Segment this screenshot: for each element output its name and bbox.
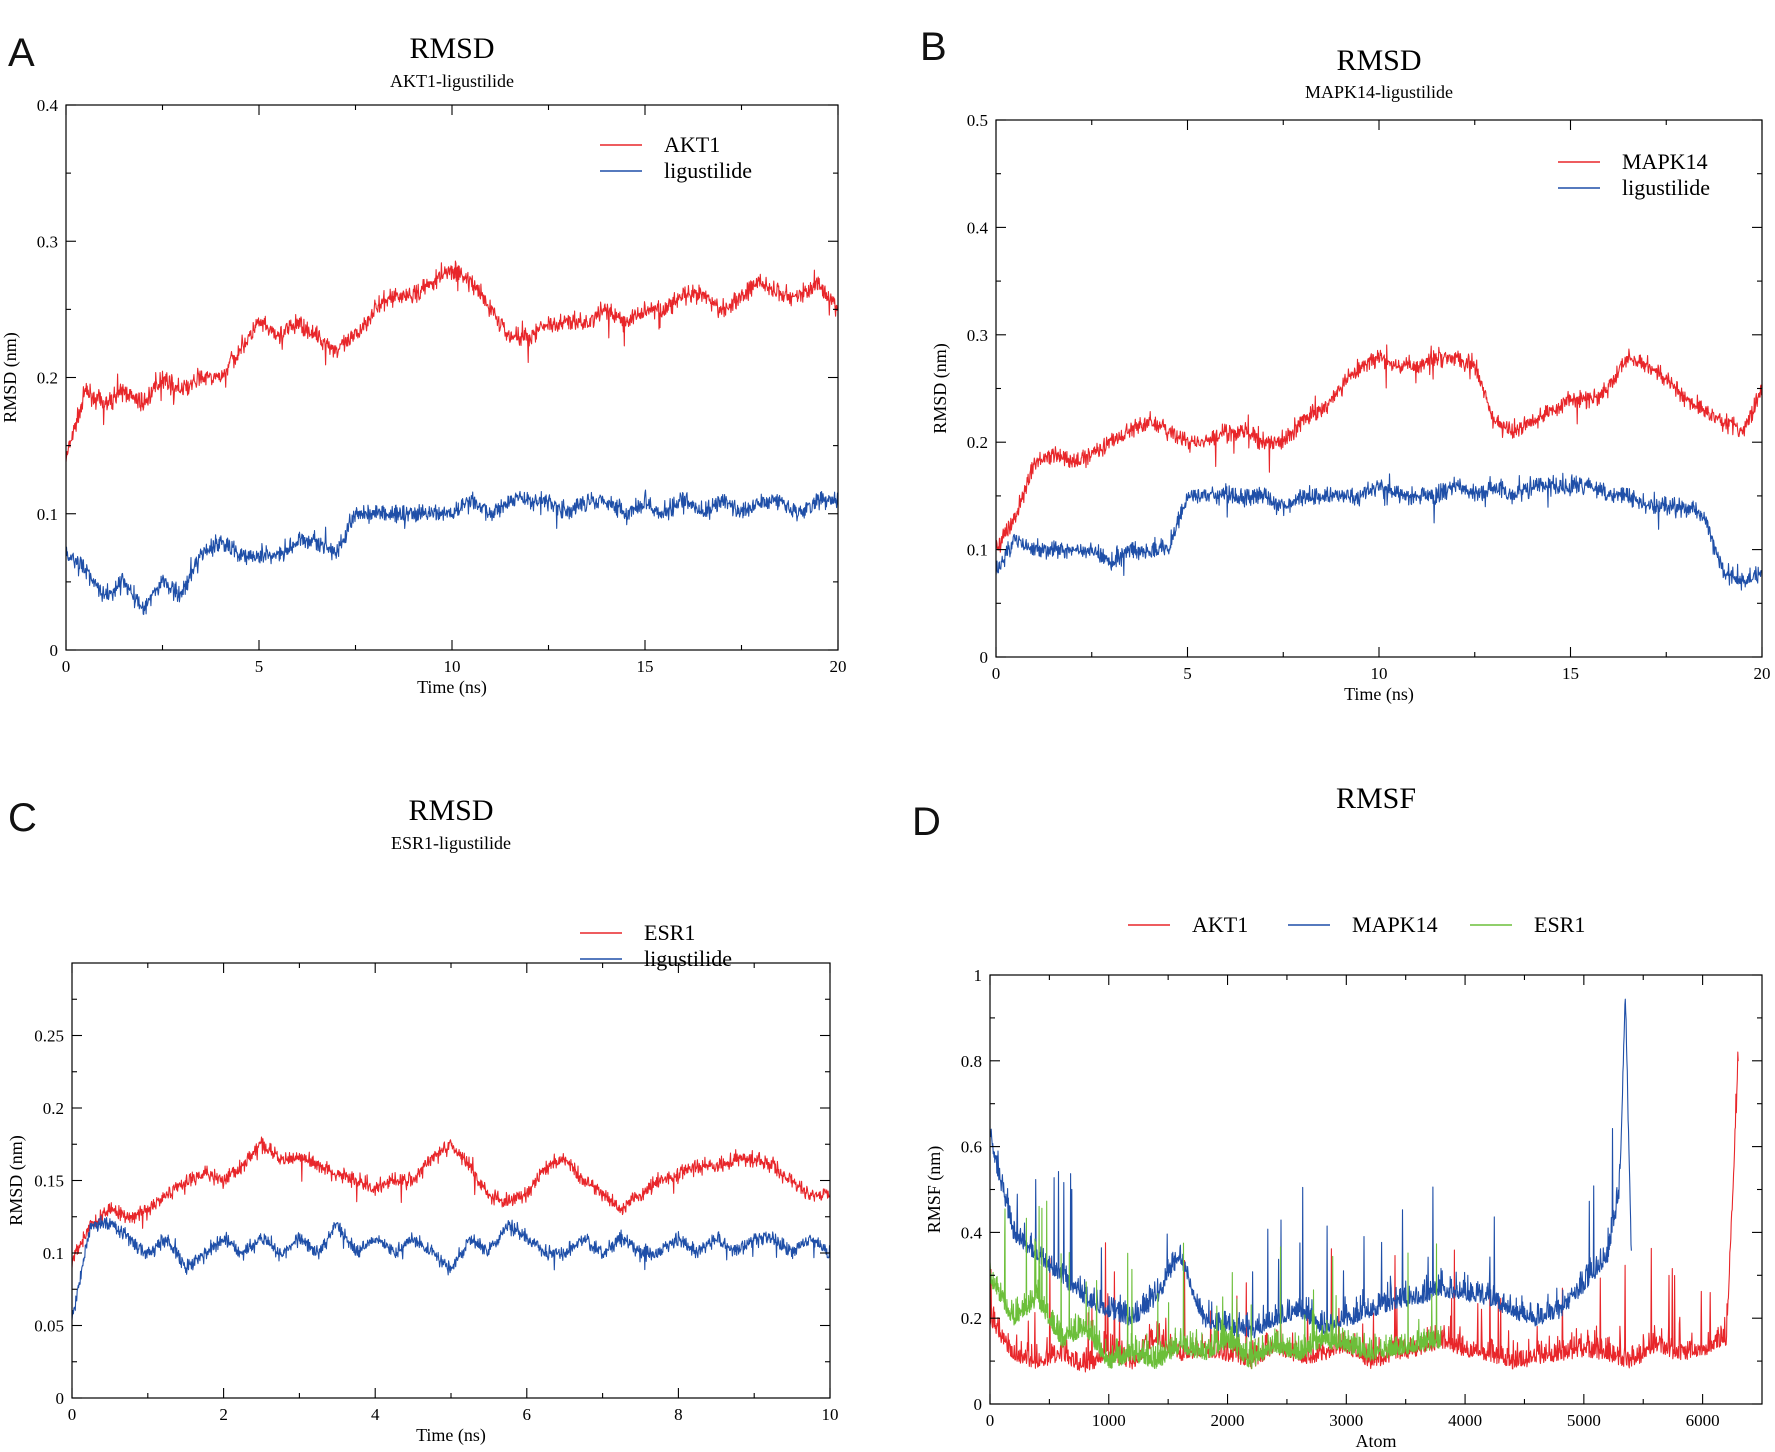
x-tick-label: 6000 — [1686, 1411, 1720, 1430]
x-tick-label: 5000 — [1567, 1411, 1601, 1430]
y-tick-label: 0.15 — [34, 1172, 64, 1191]
panel-letter: D — [912, 800, 941, 844]
x-tick-label: 0 — [62, 657, 71, 676]
x-tick-label: 0 — [68, 1405, 77, 1424]
y-tick-label: 0.1 — [967, 541, 988, 560]
y-tick-label: 0.3 — [967, 326, 988, 345]
legend-label: ESR1 — [644, 920, 695, 945]
plot-area — [996, 344, 1762, 591]
y-tick-label: 0.2 — [37, 369, 58, 388]
legend-label: ESR1 — [1534, 912, 1585, 937]
x-tick-label: 15 — [1562, 664, 1579, 683]
y-tick-label: 0.4 — [37, 96, 59, 115]
plot-frame — [995, 119, 1763, 658]
x-tick-label: 20 — [830, 657, 847, 676]
y-tick-label: 0.2 — [967, 433, 988, 452]
x-tick-label: 4 — [371, 1405, 380, 1424]
x-tick-label: 10 — [444, 657, 461, 676]
y-tick-label: 0.6 — [961, 1138, 982, 1157]
chart-title: RMSF — [1336, 782, 1416, 815]
y-tick-label: 0.2 — [961, 1309, 982, 1328]
chart-title: RMSD — [1336, 44, 1421, 77]
x-axis-label: Time (ns) — [416, 1425, 486, 1446]
chart-title: RMSD — [408, 794, 493, 827]
x-tick-label: 6 — [523, 1405, 532, 1424]
y-tick-label: 0.4 — [961, 1223, 983, 1242]
x-tick-label: 10 — [822, 1405, 839, 1424]
y-tick-label: 0.2 — [43, 1099, 64, 1118]
x-tick-label: 5 — [255, 657, 264, 676]
y-tick-label: 0.8 — [961, 1052, 982, 1071]
panel-d: D RMSF 0 1000 2000 3000 4000 5000 6000 0 0.2 0.4 0.6… — [912, 782, 1763, 1451]
x-axis-label: Time (ns) — [417, 677, 487, 698]
y-tick-label: 0.05 — [34, 1317, 64, 1336]
y-axis-label: RMSD (nm) — [930, 343, 951, 434]
legend-label: MAPK14 — [1352, 912, 1438, 937]
x-tick-label: 10 — [1371, 664, 1388, 683]
series-line-ligustilide — [72, 1215, 830, 1320]
y-tick-label: 0.25 — [34, 1027, 64, 1046]
legend-label: AKT1 — [664, 132, 720, 157]
legend-label: ligustilide — [644, 946, 732, 971]
y-tick-label: 0 — [50, 641, 59, 660]
y-tick-label: 0.4 — [967, 218, 989, 237]
series-line-esr1 — [72, 1136, 830, 1268]
x-tick-label: 0 — [986, 1411, 995, 1430]
x-tick-label: 0 — [992, 664, 1001, 683]
plot-area — [66, 260, 838, 616]
chart-subtitle: AKT1-ligustilide — [390, 71, 514, 91]
chart-subtitle: MAPK14-ligustilide — [1305, 82, 1453, 102]
legend: AKT1 MAPK14 ESR1 — [1128, 912, 1585, 937]
plot-area — [72, 1136, 830, 1320]
x-tick-label: 2 — [219, 1405, 228, 1424]
x-tick-label: 8 — [674, 1405, 683, 1424]
panel-letter: B — [920, 25, 947, 69]
x-tick-label: 5 — [1183, 664, 1192, 683]
series-line-esr1 — [990, 1200, 1442, 1370]
plot-frame — [65, 104, 839, 651]
series-line-akt1 — [990, 1051, 1739, 1373]
panel-c: C RMSD ESR1-ligustilide 0 2 4 6 8 10 0 0.05 0.1 0.15… — [6, 794, 839, 1446]
panel-b: B RMSD MAPK14-ligustilide 0 5 10 15 20 0 0.1 0.2 0.… — [920, 25, 1771, 705]
x-tick-label: 2000 — [1211, 1411, 1245, 1430]
legend-label: AKT1 — [1192, 912, 1248, 937]
y-tick-label: 0 — [980, 648, 989, 667]
y-axis-label: RMSF (nm) — [924, 1146, 945, 1234]
series-line-ligustilide — [996, 472, 1762, 591]
series-line-mapk14 — [996, 344, 1762, 553]
legend-label: MAPK14 — [1622, 149, 1708, 174]
y-tick-label: 0.1 — [37, 505, 58, 524]
x-axis-label: Atom — [1355, 1431, 1396, 1451]
y-tick-label: 0 — [974, 1395, 983, 1414]
x-axis-label: Time (ns) — [1344, 684, 1414, 705]
chart-title: RMSD — [409, 32, 494, 65]
series-line-ligustilide — [66, 489, 838, 616]
plot-area — [990, 998, 1739, 1373]
y-tick-label: 0.1 — [43, 1244, 64, 1263]
series-line-akt1 — [66, 260, 838, 462]
legend-label: ligustilide — [664, 158, 752, 183]
y-tick-label: 0 — [56, 1389, 65, 1408]
legend-label: ligustilide — [1622, 175, 1710, 200]
y-tick-label: 0.3 — [37, 232, 58, 251]
x-tick-label: 15 — [637, 657, 654, 676]
y-tick-label: 0.5 — [967, 111, 988, 130]
chart-subtitle: ESR1-ligustilide — [391, 833, 511, 853]
panel-letter: A — [8, 31, 35, 75]
x-tick-label: 3000 — [1329, 1411, 1363, 1430]
y-axis-label: RMSD (nm) — [0, 332, 21, 423]
y-tick-label: 1 — [974, 966, 983, 985]
panel-a: A RMSD AKT1-ligustilide 0 5 10 15 20 0 0.1 0.2 0.3 0… — [0, 31, 847, 698]
x-tick-label: 1000 — [1092, 1411, 1126, 1430]
panel-letter: C — [8, 796, 37, 840]
y-axis-label: RMSD (nm) — [6, 1135, 27, 1226]
x-tick-label: 4000 — [1448, 1411, 1482, 1430]
x-tick-label: 20 — [1754, 664, 1771, 683]
